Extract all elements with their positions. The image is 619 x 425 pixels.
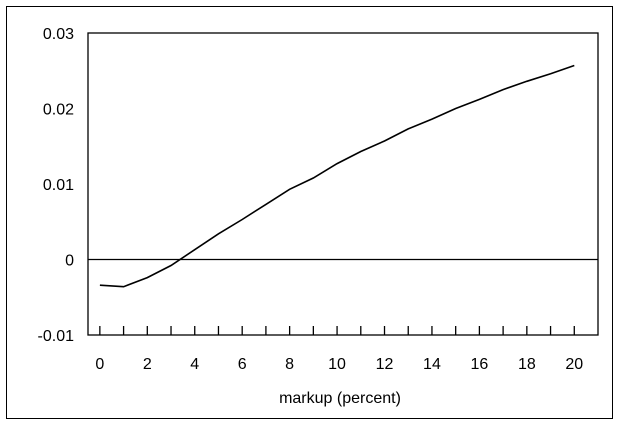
x-tick-label: 4: [190, 356, 199, 373]
x-tick-label: 2: [143, 356, 152, 373]
x-tick-label: 14: [423, 356, 441, 373]
plot-area: [87, 32, 599, 336]
x-axis: 0 2 4 6 8 10 12 14 16 18 20: [95, 326, 583, 373]
x-tick-label: 20: [565, 356, 583, 373]
x-tick-label: 8: [285, 356, 294, 373]
y-tick-label: 0: [65, 253, 74, 270]
x-tick-label: 10: [328, 356, 346, 373]
x-axis-title: markup (percent): [279, 390, 401, 407]
plot-frame: [87, 32, 599, 336]
x-tick-label: 0: [95, 356, 104, 373]
y-tick-label: 0.03: [43, 26, 74, 43]
x-tick-label: 16: [470, 356, 488, 373]
y-tick-label: 0.01: [43, 177, 74, 194]
series-line: [99, 64, 575, 288]
y-axis: -0.01 0 0.01 0.02 0.03: [38, 26, 75, 345]
outer-border: [6, 6, 613, 419]
x-tick-label: 6: [238, 356, 247, 373]
y-tick-label: -0.01: [38, 328, 75, 345]
x-tick-label: 18: [518, 356, 536, 373]
x-tick-label: 12: [376, 356, 394, 373]
y-tick-label: 0.02: [43, 102, 74, 119]
